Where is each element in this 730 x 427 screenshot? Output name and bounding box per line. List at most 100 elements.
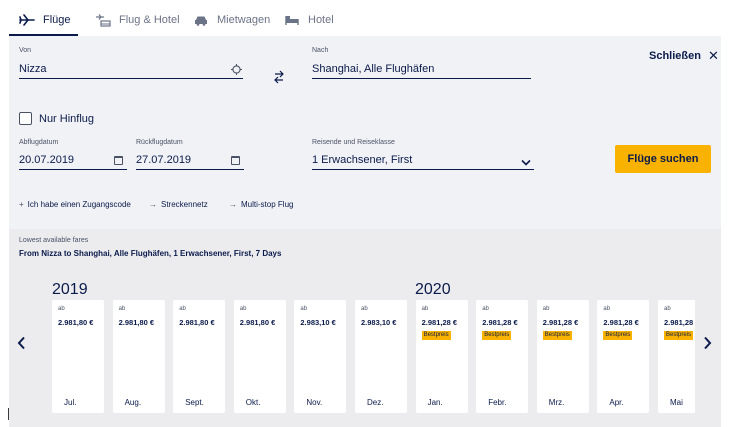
best-price-badge: Bestpreis xyxy=(664,331,694,340)
tab-flight-hotel[interactable]: Flug & Hotel xyxy=(95,9,180,31)
fare-from-label: ab xyxy=(421,306,429,312)
oneway-checkbox[interactable] xyxy=(19,112,32,125)
active-tab-indicator xyxy=(9,34,78,36)
fare-price: 2.983,10 € xyxy=(361,318,397,327)
fare-price: 2.981,28 € xyxy=(482,318,518,327)
tab-rental-car-label: Mietwagen xyxy=(217,14,271,26)
return-underline xyxy=(136,169,244,170)
fare-from-label: ab xyxy=(179,306,186,312)
fare-month-label: Mai xyxy=(670,398,683,407)
close-button[interactable]: Schließen ✕ xyxy=(649,48,719,64)
fare-price: 2.981,28 € xyxy=(664,318,695,327)
tab-bar: Flüge Flug & Hotel Mietwagen Hotel xyxy=(0,0,730,36)
fares-subtitle: From Nizza to Shanghai, Alle Flughäfen, … xyxy=(19,249,282,258)
swap-icon[interactable] xyxy=(273,70,285,84)
fare-month-label: Okt. xyxy=(245,398,261,407)
carousel-next-button[interactable] xyxy=(701,335,713,351)
tab-flights[interactable]: Flüge xyxy=(19,9,71,31)
fare-month-label: Aug. xyxy=(124,398,142,407)
fare-from-label: ab xyxy=(118,306,126,312)
from-underline xyxy=(19,78,243,79)
travelers-underline xyxy=(312,169,534,170)
fare-price: 2.981,28 € xyxy=(421,318,458,327)
fare-from-label: ab xyxy=(482,306,489,312)
best-price-badge: Bestpreis xyxy=(603,331,633,340)
close-icon: ✕ xyxy=(707,48,719,63)
fare-month-label: Sept. xyxy=(185,398,204,407)
car-icon xyxy=(193,13,209,27)
fare-from-label: ab xyxy=(542,306,550,312)
fare-month-label: Apr. xyxy=(609,398,624,407)
depart-date-input[interactable]: 20.07.2019 xyxy=(19,154,75,166)
multistop-link[interactable]: → Multi-stop Flug xyxy=(229,200,293,209)
fare-price: 2.981,80 € xyxy=(118,318,155,327)
fare-price: 2.981,80 € xyxy=(58,318,94,327)
arrow-right-icon: → xyxy=(149,200,157,209)
chevron-down-icon[interactable] xyxy=(521,154,531,166)
tab-flight-hotel-label: Flug & Hotel xyxy=(119,14,180,26)
arrow-right-icon: → xyxy=(229,200,237,209)
locate-icon[interactable] xyxy=(231,62,242,75)
route-map-link[interactable]: → Streckennetz xyxy=(149,200,208,209)
fare-from-label: ab xyxy=(58,306,65,312)
fare-price: 2.981,80 € xyxy=(239,318,276,327)
bed-icon xyxy=(284,13,300,27)
tab-flights-label: Flüge xyxy=(43,14,71,26)
close-label: Schließen xyxy=(649,50,701,62)
fare-from-label: ab xyxy=(239,306,247,312)
scroll-edge xyxy=(8,408,9,420)
access-code-link[interactable]: + Ich habe einen Zugangscode xyxy=(19,200,131,209)
plane-icon xyxy=(19,13,35,27)
fare-price: 2.981,28 € xyxy=(603,318,639,327)
fare-from-label: ab xyxy=(361,306,368,312)
plane-hotel-icon xyxy=(95,13,111,27)
calendar-icon[interactable] xyxy=(231,156,240,165)
best-price-badge: Bestpreis xyxy=(482,331,512,340)
oneway-label[interactable]: Nur Hinflug xyxy=(39,113,95,125)
fare-month-label: Jul. xyxy=(64,398,77,407)
return-date-input[interactable]: 27.07.2019 xyxy=(136,154,192,166)
fare-month-label: Febr. xyxy=(488,398,507,407)
to-input[interactable]: Shanghai, Alle Flughäfen xyxy=(312,63,435,75)
travelers-select[interactable]: 1 Erwachsener, First xyxy=(312,154,413,166)
fare-month-label: Nov. xyxy=(306,398,323,407)
return-label: Rückflugdatum xyxy=(136,139,183,146)
fare-month-card[interactable]: ab 2.983,10 € Nov. xyxy=(294,300,347,413)
fare-month-card[interactable]: ab 2.981,28 € Bestpreis Apr. xyxy=(597,300,650,413)
lowest-fares-section: Lowest available fares From Nizza to Sha… xyxy=(9,229,721,427)
fare-month-card[interactable]: ab 2.981,28 € Bestpreis Mrz. xyxy=(536,300,589,413)
calendar-icon[interactable] xyxy=(114,156,123,165)
fare-month-card[interactable]: ab 2.981,80 € Aug. xyxy=(112,300,165,413)
fare-price: 2.981,28 € xyxy=(542,318,579,327)
fare-month-label: Mrz. xyxy=(548,398,565,407)
route-map-label: Streckennetz xyxy=(161,200,208,209)
fare-from-label: ab xyxy=(664,306,671,312)
best-price-badge: Bestpreis xyxy=(542,331,572,340)
fare-month-card[interactable]: ab 2.981,80 € Jul. xyxy=(52,300,104,413)
depart-label: Abflugdatum xyxy=(19,139,59,146)
year-label-2020: 2020 xyxy=(415,281,451,298)
multistop-label: Multi-stop Flug xyxy=(241,200,294,209)
carousel-prev-button[interactable] xyxy=(15,335,27,351)
depart-underline xyxy=(19,169,127,170)
flight-search-form: Von Nizza Nach Shanghai, Alle Flughäfen … xyxy=(9,36,721,229)
to-underline xyxy=(312,78,531,79)
tab-hotel[interactable]: Hotel xyxy=(284,9,334,31)
fare-price: 2.983,10 € xyxy=(300,318,336,327)
fare-month-card[interactable]: ab 2.981,28 € Bestpreis Febr. xyxy=(476,300,529,413)
plus-icon: + xyxy=(19,200,24,209)
year-label-2019: 2019 xyxy=(52,281,88,298)
fare-month-card[interactable]: ab 2.981,80 € Okt. xyxy=(233,300,286,413)
fare-month-card[interactable]: ab 2.981,28 € Bestpreis Jan. xyxy=(415,300,468,413)
fare-month-card[interactable]: ab 2.983,10 € Dez. xyxy=(355,300,407,413)
fare-month-label: Jan. xyxy=(427,398,443,407)
from-input[interactable]: Nizza xyxy=(19,63,47,75)
fare-from-label: ab xyxy=(603,306,611,312)
fare-month-card[interactable]: ab 2.981,80 € Sept. xyxy=(173,300,226,413)
access-code-label: Ich habe einen Zugangscode xyxy=(27,200,131,209)
search-flights-button[interactable]: Flüge suchen xyxy=(615,145,711,173)
fare-month-card[interactable]: ab 2.981,28 € Bestpreis Mai xyxy=(658,300,695,413)
best-price-badge: Bestpreis xyxy=(421,331,451,340)
tab-rental-car[interactable]: Mietwagen xyxy=(193,9,270,31)
fare-from-label: ab xyxy=(300,306,308,312)
